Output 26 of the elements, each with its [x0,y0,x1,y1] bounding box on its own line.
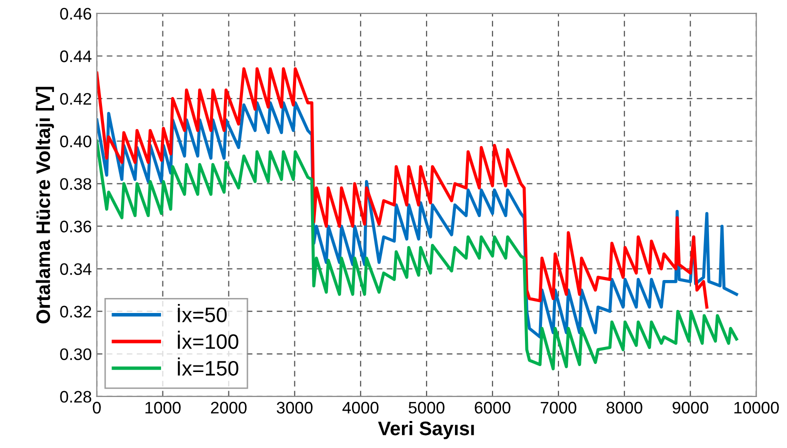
x-tick-label: 3000 [276,402,313,414]
y-tick-label: 0.44 [60,50,92,62]
y-tick-label: 0.42 [60,92,92,105]
x-tick-label: 2000 [211,402,247,414]
legend-label: İx=50 [178,304,227,322]
y-tick-label: 0.40 [60,136,92,148]
y-tick-label: 0.32 [60,306,92,318]
legend-label: İx=150 [178,357,238,376]
x-tick-label: 4000 [342,402,378,414]
x-tick-label: 6000 [474,402,510,414]
x-tick-label: 7000 [540,402,576,414]
x-tick-label: 10000 [734,402,779,414]
y-tick-label: 0.28 [60,390,92,403]
x-tick-label: 1000 [145,402,181,414]
x-axis-title: Veri Sayısı [378,421,474,440]
x-tick-label: 8000 [606,402,642,414]
y-tick-label: 0.34 [60,263,92,276]
x-tick-label: 0 [92,402,101,414]
x-tick-label: 9000 [672,402,708,414]
y-tick-label: 0.38 [60,178,92,190]
y-tick-label: 0.46 [60,8,92,20]
legend-label: İx=100 [178,330,238,349]
y-tick-label: 0.36 [60,220,92,232]
x-tick-label: 5000 [408,402,444,414]
y-tick-label: 0.30 [60,348,92,360]
y-axis-title: Ortalama Hücre Voltajı [V] [36,86,54,324]
